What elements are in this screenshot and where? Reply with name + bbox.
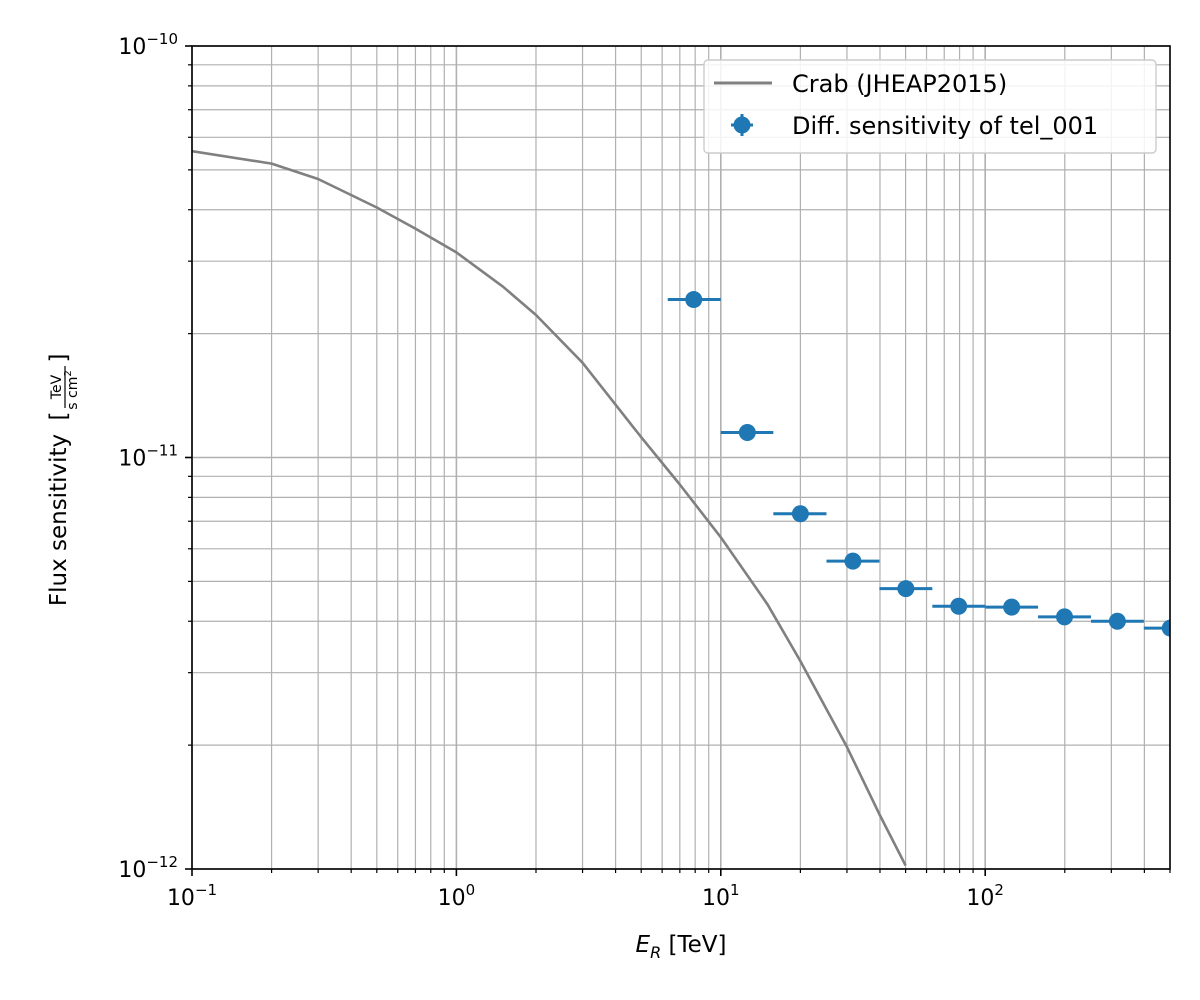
sensitivity-point (1003, 598, 1021, 616)
x-axis-label-unit: [TeV] (661, 932, 726, 958)
x-axis-label-sub: R (650, 943, 661, 962)
x-tick-label: 101 (702, 881, 740, 911)
y-tick-label: 10−10 (118, 30, 178, 60)
sensitivity-point (791, 505, 809, 523)
legend-box (703, 59, 1157, 154)
y-axis-label-text: Flux sensitivity (46, 434, 72, 606)
legend: Crab (JHEAP2015) Diff. sensitivity of te… (703, 59, 1157, 154)
y-axis-label-numerator: TeV (49, 374, 65, 400)
y-axis-label-denominator: s cm2 (63, 370, 81, 409)
x-axis-label-var: E (636, 932, 651, 958)
axis-ticks (185, 45, 1171, 876)
sensitivity-point (844, 552, 862, 570)
grid-lines (191, 45, 1171, 870)
y-axis-label: Flux sensitivity [ TeV s cm2 ] (46, 354, 81, 607)
plot-area (192, 149, 1170, 867)
crab-reference-line (192, 149, 907, 867)
sensitivity-point (897, 580, 915, 598)
x-tick-label: 10−1 (167, 881, 217, 911)
sensitivity-point (950, 597, 968, 615)
legend-crab-label: Crab (JHEAP2015) (792, 70, 1007, 98)
legend-sensitivity-marker-swatch (733, 116, 751, 134)
sensitivity-point (1055, 608, 1073, 626)
sensitivity-point (685, 291, 703, 309)
sensitivity-point (1108, 612, 1126, 630)
y-axis-label-bracket-open: [ (46, 412, 72, 421)
legend-sensitivity-label: Diff. sensitivity of tel_001 (792, 112, 1098, 140)
y-tick-label: 10−11 (118, 442, 178, 472)
x-axis-label: ER [TeV] (636, 932, 727, 962)
y-tick-label: 10−12 (118, 853, 178, 883)
axis-tick-labels: 10−1 100 101 102 10−12 10−11 10−10 (118, 30, 1004, 911)
x-tick-label: 100 (438, 881, 476, 911)
y-axis-label-bracket-close: ] (46, 354, 72, 363)
x-tick-label: 102 (966, 881, 1004, 911)
sensitivity-point (1161, 619, 1170, 637)
sensitivity-point (738, 424, 756, 442)
